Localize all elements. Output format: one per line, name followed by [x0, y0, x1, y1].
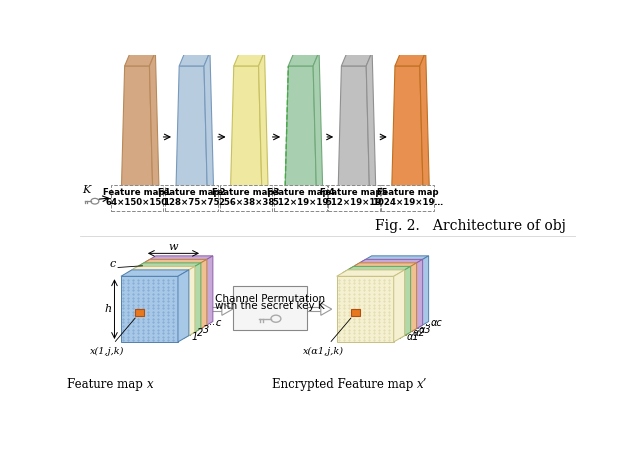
FancyBboxPatch shape	[275, 184, 327, 211]
Polygon shape	[133, 263, 201, 269]
Polygon shape	[321, 303, 332, 315]
Text: Feature map
1024×19×19…: Feature map 1024×19×19…	[372, 188, 443, 207]
Polygon shape	[361, 256, 429, 262]
Polygon shape	[204, 52, 214, 208]
Polygon shape	[222, 303, 233, 315]
Text: 1: 1	[191, 332, 198, 342]
Text: w: w	[169, 242, 178, 252]
Text: x(1,j,k): x(1,j,k)	[90, 318, 135, 355]
Polygon shape	[145, 256, 213, 262]
Polygon shape	[355, 260, 422, 266]
Polygon shape	[127, 266, 195, 273]
Polygon shape	[202, 256, 213, 328]
Polygon shape	[145, 262, 202, 328]
Polygon shape	[139, 260, 207, 266]
Polygon shape	[342, 273, 400, 338]
Text: α2: α2	[413, 329, 426, 338]
Polygon shape	[412, 260, 422, 331]
Polygon shape	[394, 270, 404, 342]
Polygon shape	[418, 256, 429, 328]
Text: α3: α3	[419, 325, 432, 335]
FancyBboxPatch shape	[381, 184, 434, 211]
Text: α1: α1	[407, 332, 420, 342]
Polygon shape	[259, 52, 268, 208]
Text: 2: 2	[197, 329, 204, 338]
Text: c: c	[110, 259, 116, 269]
Text: c: c	[215, 318, 221, 328]
FancyBboxPatch shape	[194, 307, 222, 312]
Text: with the secret key K: with the secret key K	[215, 301, 324, 311]
Polygon shape	[121, 276, 178, 342]
Polygon shape	[133, 269, 190, 335]
Text: Encrypted Feature map: Encrypted Feature map	[272, 378, 417, 391]
Text: ...: ...	[209, 317, 218, 327]
Text: Feature map4
512×19×19: Feature map4 512×19×19	[267, 188, 335, 207]
Text: Feature map1
64×150×150: Feature map1 64×150×150	[103, 188, 171, 207]
Polygon shape	[288, 52, 319, 66]
FancyBboxPatch shape	[351, 309, 360, 316]
Polygon shape	[196, 260, 207, 331]
Text: Feature map3
256×38×38: Feature map3 256×38×38	[212, 188, 280, 207]
Polygon shape	[355, 266, 412, 331]
FancyBboxPatch shape	[165, 184, 218, 211]
Polygon shape	[361, 262, 418, 328]
Text: Feature map2
128×75×75: Feature map2 128×75×75	[158, 188, 225, 207]
Text: 3: 3	[204, 325, 210, 335]
Text: Fig. 2.   Architecture of obj: Fig. 2. Architecture of obj	[375, 219, 566, 233]
Text: x’: x’	[417, 378, 428, 391]
FancyBboxPatch shape	[307, 307, 321, 312]
Polygon shape	[349, 263, 417, 269]
Text: αc: αc	[431, 318, 443, 328]
Text: ...: ...	[424, 317, 434, 327]
Text: h: h	[105, 304, 112, 314]
Text: K: K	[83, 185, 91, 195]
Text: Feature map5
512×19×19: Feature map5 512×19×19	[320, 188, 388, 207]
Polygon shape	[184, 266, 195, 338]
Text: Channel Permutation: Channel Permutation	[215, 294, 325, 304]
Text: x: x	[147, 378, 154, 391]
Polygon shape	[338, 66, 370, 208]
FancyBboxPatch shape	[328, 184, 380, 211]
Polygon shape	[349, 269, 406, 335]
Polygon shape	[400, 266, 411, 338]
Polygon shape	[420, 52, 429, 208]
Text: x(α1,j,k): x(α1,j,k)	[303, 318, 351, 355]
Polygon shape	[285, 66, 317, 208]
Polygon shape	[391, 66, 424, 208]
FancyBboxPatch shape	[220, 184, 273, 211]
Polygon shape	[125, 52, 156, 66]
Polygon shape	[342, 266, 411, 273]
FancyBboxPatch shape	[135, 309, 144, 316]
Polygon shape	[178, 270, 189, 342]
Polygon shape	[406, 263, 417, 335]
FancyBboxPatch shape	[111, 184, 163, 211]
Polygon shape	[190, 263, 201, 335]
Polygon shape	[179, 52, 210, 66]
Polygon shape	[234, 52, 264, 66]
Polygon shape	[313, 52, 323, 208]
FancyBboxPatch shape	[233, 286, 307, 330]
Polygon shape	[337, 270, 404, 276]
Polygon shape	[139, 266, 196, 331]
Polygon shape	[395, 52, 426, 66]
Polygon shape	[150, 52, 159, 208]
Polygon shape	[341, 52, 372, 66]
Text: Feature map: Feature map	[67, 378, 147, 391]
Polygon shape	[230, 66, 262, 208]
Polygon shape	[337, 276, 394, 342]
Polygon shape	[366, 52, 376, 208]
Polygon shape	[175, 66, 208, 208]
Polygon shape	[127, 273, 184, 338]
Polygon shape	[121, 66, 153, 208]
Polygon shape	[121, 270, 189, 276]
